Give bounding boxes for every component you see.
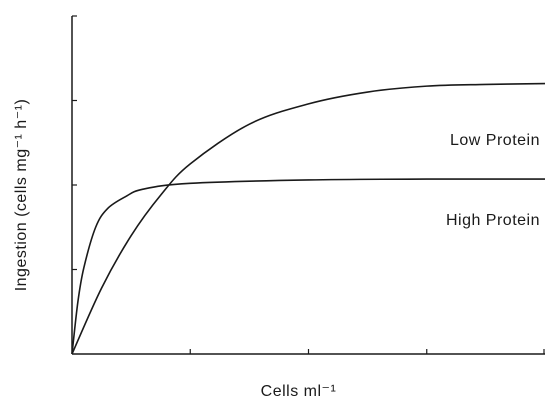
series-labels: Low Protein High Protein — [446, 132, 540, 229]
x-axis-title: Cells ml⁻¹ — [261, 383, 337, 400]
y-axis-title: Ingestion (cells mg⁻¹ h⁻¹) — [13, 99, 30, 292]
series-line-high-protein — [71, 178, 546, 355]
series-label-low-protein: Low Protein — [450, 132, 540, 149]
axes — [71, 16, 545, 355]
series-label-high-protein: High Protein — [446, 212, 540, 229]
ticks — [72, 15, 545, 354]
series-line-low-protein — [71, 82, 546, 355]
series-lines — [71, 82, 546, 355]
